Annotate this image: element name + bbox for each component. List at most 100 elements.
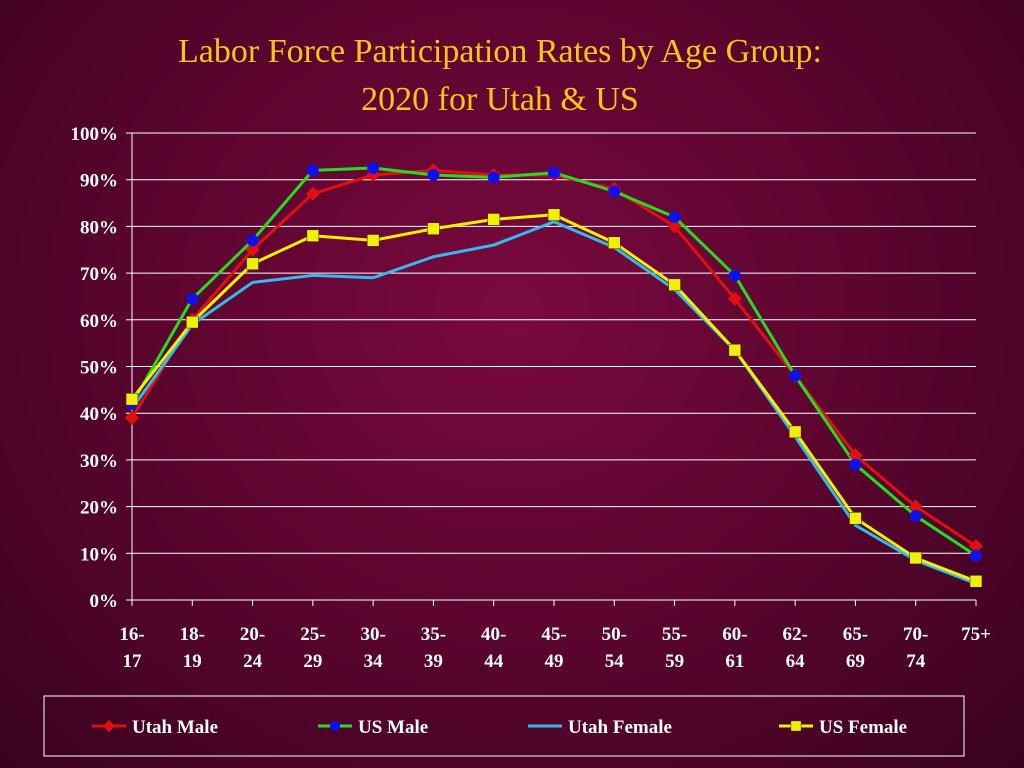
- us-male-point: [246, 234, 259, 247]
- legend-item-us-male: US Male: [318, 717, 428, 738]
- x-tick-label-line2: 19: [183, 651, 202, 672]
- x-tick-label-line2: 54: [605, 651, 625, 672]
- us-female-point: [306, 229, 320, 242]
- series-markers: [125, 162, 983, 588]
- y-tick-label: 40%: [80, 404, 118, 425]
- y-tick-label: 20%: [80, 498, 118, 519]
- utah-male-point: [305, 186, 320, 201]
- y-tick-label: 90%: [80, 171, 118, 192]
- x-tick-label: 16-17: [119, 624, 144, 672]
- utah-male-point: [245, 242, 260, 257]
- x-tick-label: 18-19: [180, 624, 205, 672]
- legend-swatch-marker: [103, 720, 115, 732]
- legend-label: Utah Male: [132, 717, 218, 738]
- y-tick-label: 0%: [90, 591, 119, 612]
- x-tick-label: 45-49: [541, 624, 566, 672]
- us-male-point: [367, 162, 380, 174]
- x-tick-label-line1: 75+: [961, 624, 991, 645]
- x-tick-label-line2: 64: [786, 651, 806, 672]
- x-axis: 16-1718-1920-2425-2930-3435-3940-4445-49…: [119, 599, 991, 672]
- legend-item-utah-female: Utah Female: [528, 717, 672, 738]
- y-tick-label: 50%: [80, 358, 118, 379]
- gridlines: [132, 132, 976, 554]
- x-tick-label-line2: 59: [665, 651, 684, 672]
- y-tick-label: 70%: [80, 264, 118, 285]
- x-tick-label: 50-54: [602, 624, 627, 672]
- utah-male-point: [908, 499, 923, 514]
- y-tick-label: 10%: [80, 544, 118, 565]
- x-tick-label-line2: 74: [906, 651, 926, 672]
- x-tick-label: 20-24: [240, 624, 265, 672]
- utah-male-point: [969, 539, 983, 554]
- x-tick-label-line1: 16-: [119, 624, 144, 645]
- x-tick-label-line2: 69: [846, 651, 865, 672]
- x-tick-label-line1: 35-: [421, 624, 446, 645]
- x-tick-label-line1: 70-: [903, 624, 928, 645]
- x-tick-label: 30-34: [360, 624, 385, 672]
- y-tick-label: 30%: [80, 451, 118, 472]
- y-tick-label: 80%: [80, 217, 118, 238]
- legend: Utah Male US Male Utah Female US Female: [43, 695, 965, 757]
- us-male-point: [970, 549, 982, 562]
- us-female-point: [487, 213, 500, 226]
- x-tick-label-line1: 62-: [782, 624, 807, 645]
- x-tick-label-line1: 50-: [602, 624, 627, 645]
- x-tick-label-line2: 44: [484, 651, 504, 672]
- legend-label: Utah Female: [568, 717, 672, 738]
- x-tick-label-line2: 61: [725, 651, 744, 672]
- x-tick-label: 60-61: [722, 624, 747, 672]
- us-male-point: [608, 185, 621, 198]
- us-male-point: [909, 509, 922, 522]
- x-tick-label-line1: 25-: [300, 624, 325, 645]
- us-female-point: [909, 551, 922, 565]
- utah-male-point: [125, 410, 139, 425]
- x-tick-label-line1: 55-: [662, 624, 687, 645]
- us-female-point: [427, 222, 440, 235]
- us-female-point: [246, 257, 259, 270]
- x-tick-label: 25-29: [300, 624, 325, 672]
- x-tick-label-line2: 17: [123, 651, 143, 672]
- x-tick-label: 70-74: [903, 624, 928, 672]
- us-female-point: [849, 512, 862, 525]
- utah-male-point: [667, 219, 682, 234]
- x-tick-label-line2: 24: [243, 651, 263, 672]
- legend-item-utah-male: Utah Male: [92, 717, 218, 738]
- x-tick-label-line2: 34: [364, 651, 384, 672]
- x-tick-label: 35-39: [421, 624, 446, 672]
- us-female-point: [547, 208, 561, 221]
- us-female-point: [969, 575, 983, 588]
- x-tick-label-line1: 30-: [360, 624, 385, 645]
- legend-swatch-marker: [329, 720, 341, 732]
- chart-title-line1: Labor Force Participation Rates by Age G…: [178, 33, 822, 70]
- us-male-point: [306, 164, 319, 177]
- us-male-point: [548, 166, 560, 179]
- x-tick-label: 40-44: [481, 624, 506, 672]
- x-tick-label-line2: 39: [424, 651, 443, 672]
- us-male-point: [186, 292, 199, 305]
- us-male-point: [849, 458, 862, 471]
- legend-label: US Female: [819, 717, 907, 738]
- y-tick-label: 60%: [80, 311, 118, 332]
- x-tick-label-line1: 20-: [240, 624, 265, 645]
- chart-title-line2: 2020 for Utah & US: [361, 81, 639, 118]
- utah-female-line: [130, 220, 977, 586]
- legend-item-us-female: US Female: [779, 717, 907, 738]
- x-tick-label: 75+: [961, 624, 991, 645]
- us-male-point: [728, 269, 741, 282]
- utah-male-point: [848, 448, 863, 463]
- us-female-point: [608, 236, 621, 249]
- utah-male-point: [727, 291, 742, 306]
- x-tick-label-line1: 40-: [481, 624, 506, 645]
- x-tick-label: 62-64: [782, 624, 807, 672]
- us-female-point: [186, 315, 199, 329]
- x-tick-label-line2: 49: [545, 651, 564, 672]
- us-male-point: [668, 211, 681, 224]
- x-tick-label-line1: 60-: [722, 624, 747, 645]
- us-female-point: [125, 392, 139, 406]
- us-male-point: [427, 169, 440, 181]
- legend-label: US Male: [358, 717, 428, 738]
- y-tick-label: 100%: [71, 124, 119, 145]
- us-female-point: [366, 234, 380, 247]
- us-female-point: [788, 425, 802, 439]
- us-male-point: [487, 171, 500, 184]
